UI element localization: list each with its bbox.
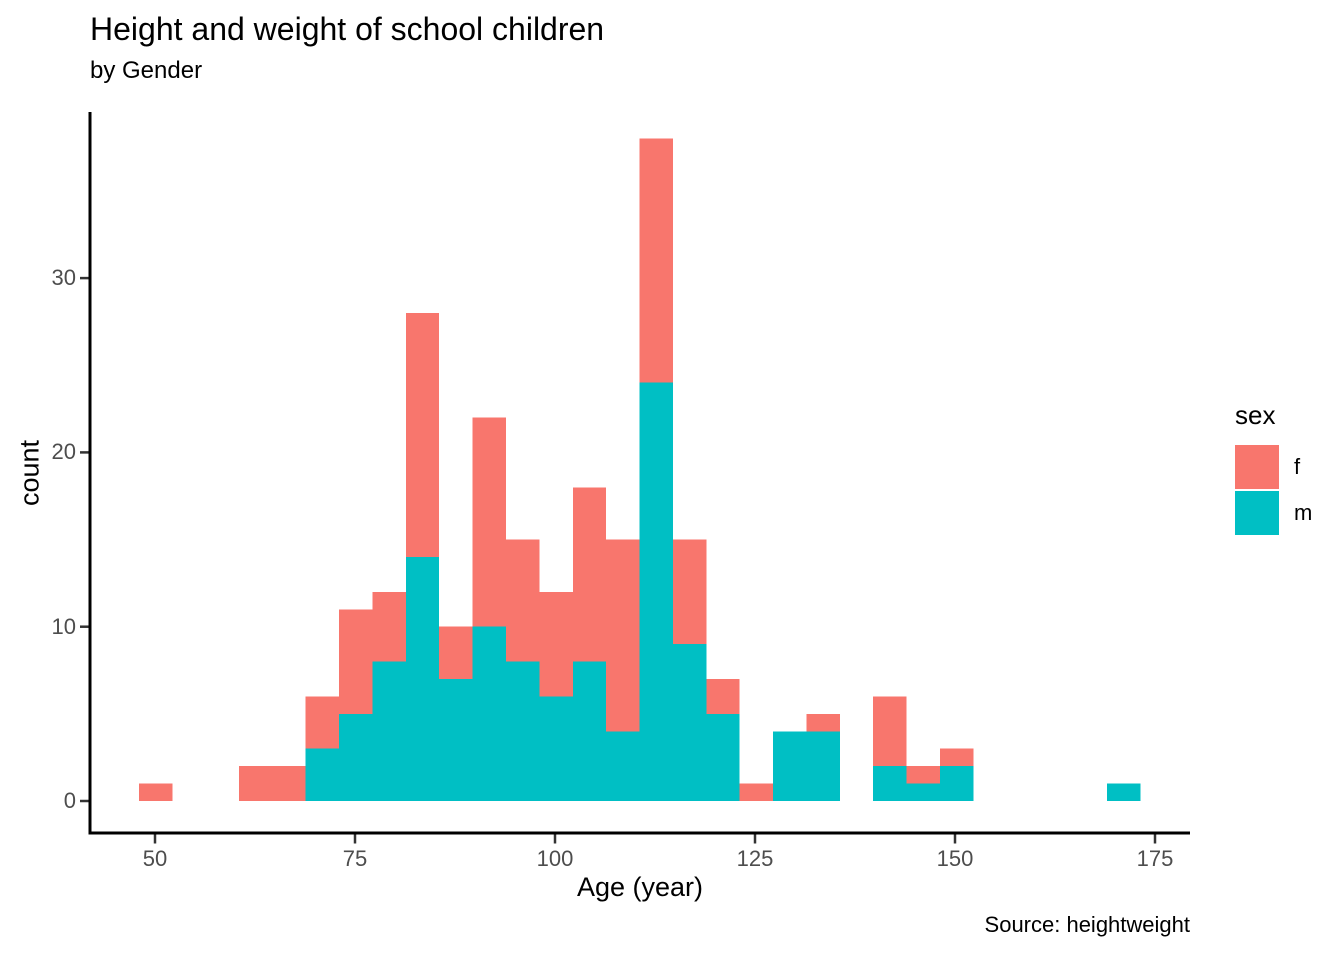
bar-segment-m — [572, 661, 607, 801]
bar-segment-f — [239, 766, 273, 801]
bar-segment-m — [472, 626, 507, 801]
bar-segment-f — [639, 138, 673, 383]
chart-title: Height and weight of school children — [90, 11, 605, 47]
bar-segment-f — [706, 678, 740, 714]
bar-segment-f — [138, 783, 173, 801]
bar-segment-m — [539, 696, 573, 801]
bar-segment-m — [339, 713, 373, 801]
bar-segment-f — [539, 591, 573, 697]
x-tick-label: 50 — [142, 846, 168, 871]
bar-segment-m — [439, 678, 473, 801]
bar-segment-f — [305, 696, 340, 749]
bar-segment-f — [506, 539, 540, 662]
bar-segment-m — [1106, 783, 1141, 801]
bar-segment-m — [405, 556, 440, 801]
bar-segment-m — [939, 766, 974, 801]
y-tick-label: 10 — [51, 613, 76, 639]
bar-segment-f — [572, 487, 607, 662]
bar-segment-f — [806, 713, 840, 732]
bar-segment-m — [906, 783, 940, 801]
legend-entry-f: f — [1235, 445, 1312, 489]
y-tick-label: 30 — [51, 265, 76, 291]
bar-segment-m — [305, 748, 340, 801]
bar-segment-f — [873, 696, 907, 767]
legend-label-m: m — [1294, 500, 1313, 525]
legend-entry-m: m — [1235, 491, 1312, 535]
bar-segment-f — [906, 766, 940, 784]
bar-segment-m — [773, 731, 807, 801]
bar-segment-m — [806, 731, 840, 801]
bar-segment-f — [272, 766, 306, 801]
bar-segment-m — [672, 644, 707, 801]
y-tick-label: 0 — [63, 788, 76, 813]
chart-caption: Source: heightweight — [984, 912, 1190, 937]
bar-segment-m — [506, 661, 540, 801]
bar-segment-f — [606, 539, 640, 732]
x-tick-label: 175 — [1136, 846, 1174, 871]
legend-swatch-m — [1235, 491, 1279, 535]
x-tick-label: 75 — [342, 846, 368, 871]
y-tick-label: 20 — [51, 439, 76, 465]
bar-segment-m — [606, 731, 640, 801]
bar-segment-f — [339, 609, 373, 714]
bar-segment-f — [472, 417, 507, 627]
bar-segment-f — [372, 591, 406, 662]
bar-segment-f — [405, 312, 440, 557]
chart-subtitle: by Gender — [90, 57, 203, 84]
x-tick-label: 150 — [936, 846, 974, 871]
legend: sex f m — [1235, 400, 1312, 537]
legend-title: sex — [1235, 400, 1276, 430]
x-axis-title: Age (year) — [576, 872, 704, 902]
bar-segment-m — [639, 382, 673, 801]
bar-segment-f — [939, 748, 974, 767]
bar-segment-m — [372, 661, 406, 801]
bar-segment-f — [439, 626, 473, 679]
bar-segment-m — [873, 766, 907, 801]
x-tick-label: 100 — [536, 846, 574, 871]
bar-segment-f — [672, 539, 707, 645]
legend-label-f: f — [1294, 454, 1301, 479]
x-tick-label: 125 — [736, 846, 774, 871]
legend-swatch-f — [1235, 445, 1279, 489]
bar-segment-m — [706, 713, 740, 801]
bar-segment-f — [739, 783, 774, 801]
